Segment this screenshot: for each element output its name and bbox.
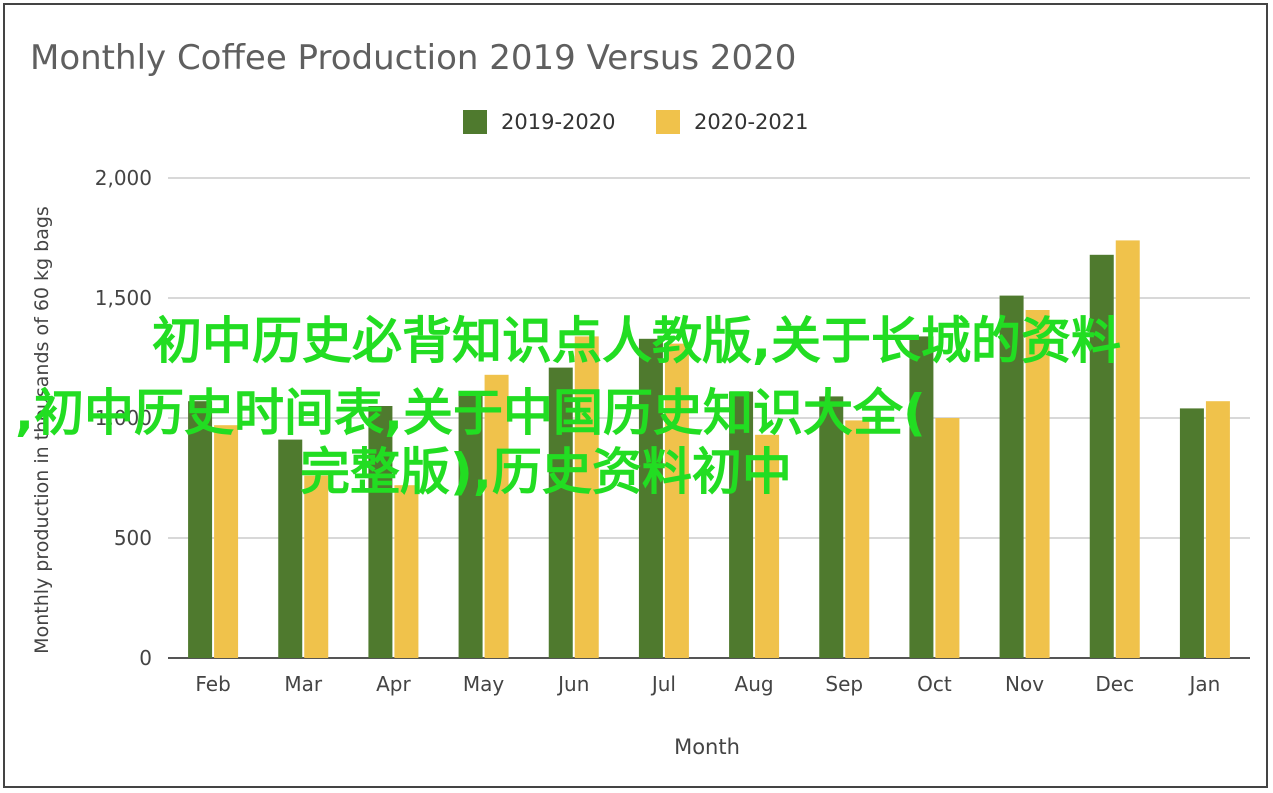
bar-2019-2020-Aug xyxy=(729,391,754,658)
bar-2020-2021-Mar xyxy=(304,475,329,658)
bar-2020-2021-Nov xyxy=(1025,310,1050,658)
bar-2019-2020-Nov xyxy=(999,295,1024,658)
x-axis-label: Month xyxy=(674,735,740,759)
y-tick-label: 2,000 xyxy=(95,166,152,190)
bar-2019-2020-Oct xyxy=(909,336,934,658)
x-tick-label: Sep xyxy=(825,672,863,696)
bar-2019-2020-Mar xyxy=(278,439,303,658)
x-tick-label: May xyxy=(463,672,505,696)
x-tick-label: Jan xyxy=(1187,672,1220,696)
y-tick-label: 1,500 xyxy=(95,286,152,310)
x-tick-label: Jun xyxy=(556,672,589,696)
legend-swatch-series-1 xyxy=(463,110,487,134)
bar-2020-2021-Sep xyxy=(845,420,870,658)
bar-2020-2021-Dec xyxy=(1115,240,1140,658)
bar-2019-2020-Jan xyxy=(1179,408,1204,658)
overlay-text-line-2: ,初中历史时间表,关于中国历史知识大全( xyxy=(15,384,926,442)
legend-label-series-2: 2020-2021 xyxy=(694,110,809,134)
bar-2020-2021-Jul xyxy=(664,343,689,658)
legend-swatch-series-2 xyxy=(656,110,680,134)
x-tick-label: Apr xyxy=(376,672,411,696)
x-tick-label: Nov xyxy=(1005,672,1044,696)
x-tick-label: Aug xyxy=(735,672,774,696)
bar-2019-2020-Sep xyxy=(819,396,844,658)
x-tick-label: Dec xyxy=(1095,672,1134,696)
x-tick-label: Jul xyxy=(650,672,676,696)
overlay-text-line-1: 初中历史必背知识点人教版,关于长城的资料 xyxy=(152,312,1121,370)
x-tick-label: Feb xyxy=(195,672,230,696)
y-tick-label: 500 xyxy=(114,526,152,550)
bar-2019-2020-Feb xyxy=(188,401,213,658)
bar-2020-2021-Jan xyxy=(1205,401,1230,658)
bar-2019-2020-Apr xyxy=(368,406,393,658)
bar-2019-2020-May xyxy=(458,394,483,658)
bar-2020-2021-Jun xyxy=(574,336,599,658)
x-tick-label: Oct xyxy=(917,672,952,696)
bar-2020-2021-May xyxy=(484,374,509,658)
x-tick-label: Mar xyxy=(284,672,323,696)
bar-2020-2021-Oct xyxy=(935,418,960,658)
legend-item-series-2: 2020-2021 xyxy=(656,110,808,134)
overlay-text-line-3: 完整版),历史资料初中 xyxy=(300,443,792,501)
y-tick-label: 1,000 xyxy=(95,406,152,430)
y-tick-label: 0 xyxy=(139,646,152,670)
chart-legend: 2019-2020 2020-2021 xyxy=(0,110,1273,140)
bar-2019-2020-Jun xyxy=(548,367,573,658)
bar-2019-2020-Dec xyxy=(1089,254,1114,659)
bar-2020-2021-Apr xyxy=(394,485,419,658)
chart-title: Monthly Coffee Production 2019 Versus 20… xyxy=(30,38,797,78)
legend-item-series-1: 2019-2020 xyxy=(463,110,615,134)
bar-2020-2021-Aug xyxy=(755,434,780,658)
bar-2019-2020-Jul xyxy=(638,338,663,658)
y-axis-label: Monthly production in thousands of 60 kg… xyxy=(31,206,53,654)
legend-label-series-1: 2019-2020 xyxy=(501,110,616,134)
bar-2020-2021-Feb xyxy=(214,425,239,658)
